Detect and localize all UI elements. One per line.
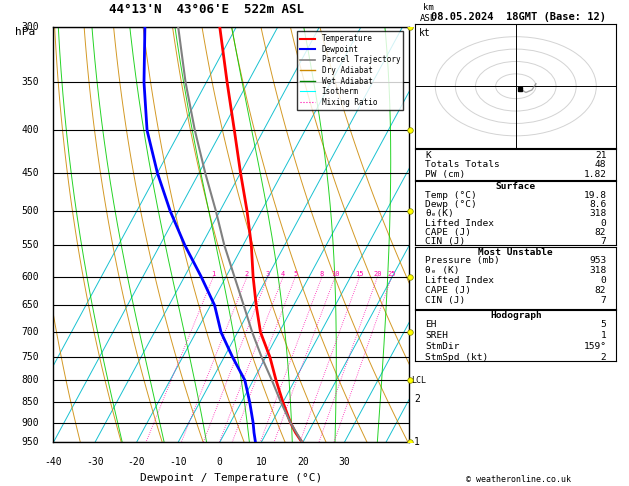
- Text: 8.6: 8.6: [589, 200, 606, 209]
- Text: CAPE (J): CAPE (J): [425, 228, 471, 237]
- Text: Lifted Index: Lifted Index: [425, 219, 494, 228]
- Text: 8: 8: [414, 143, 420, 153]
- Text: 2: 2: [245, 271, 249, 277]
- Legend: Temperature, Dewpoint, Parcel Trajectory, Dry Adiabat, Wet Adiabat, Isotherm, Mi: Temperature, Dewpoint, Parcel Trajectory…: [297, 32, 403, 110]
- Text: 7: 7: [601, 296, 606, 305]
- Text: LCL: LCL: [411, 376, 426, 385]
- Text: 82: 82: [595, 286, 606, 295]
- Text: 5: 5: [414, 267, 420, 277]
- Text: Surface: Surface: [496, 182, 536, 191]
- Text: 44°13'N  43°06'E  522m ASL: 44°13'N 43°06'E 522m ASL: [109, 3, 304, 17]
- Text: 6: 6: [414, 225, 420, 235]
- Text: Hodograph: Hodograph: [490, 311, 542, 320]
- Text: Dewpoint / Temperature (°C): Dewpoint / Temperature (°C): [140, 473, 322, 484]
- Text: -20: -20: [128, 457, 145, 467]
- Text: Lifted Index: Lifted Index: [425, 276, 494, 285]
- Text: CIN (J): CIN (J): [425, 237, 465, 246]
- Text: 4: 4: [281, 271, 286, 277]
- Text: 1.82: 1.82: [583, 170, 606, 179]
- Text: 650: 650: [21, 300, 39, 311]
- Text: 800: 800: [21, 375, 39, 385]
- Text: 20: 20: [373, 271, 382, 277]
- Text: -40: -40: [45, 457, 62, 467]
- Text: StmSpd (kt): StmSpd (kt): [425, 353, 489, 362]
- Text: K: K: [425, 151, 431, 160]
- Text: 0: 0: [601, 276, 606, 285]
- Text: 300: 300: [21, 22, 39, 32]
- Text: 500: 500: [21, 206, 39, 216]
- Text: 0: 0: [217, 457, 223, 467]
- Text: 318: 318: [589, 209, 606, 219]
- Text: 550: 550: [21, 240, 39, 250]
- Text: 82: 82: [595, 228, 606, 237]
- Text: EH: EH: [425, 320, 437, 329]
- Text: 19.8: 19.8: [583, 191, 606, 200]
- Text: 0: 0: [601, 219, 606, 228]
- Text: 21: 21: [595, 151, 606, 160]
- Text: 600: 600: [21, 272, 39, 281]
- Text: Dewp (°C): Dewp (°C): [425, 200, 477, 209]
- Text: 25: 25: [387, 271, 396, 277]
- Text: 1: 1: [601, 331, 606, 340]
- Text: hPa: hPa: [15, 27, 35, 37]
- Text: -30: -30: [86, 457, 104, 467]
- Text: θₑ(K): θₑ(K): [425, 209, 454, 219]
- Text: 15: 15: [355, 271, 364, 277]
- Text: θₑ (K): θₑ (K): [425, 266, 460, 275]
- Text: Pressure (mb): Pressure (mb): [425, 256, 500, 265]
- Text: 159°: 159°: [583, 342, 606, 351]
- Text: 8: 8: [320, 271, 324, 277]
- Text: 5: 5: [293, 271, 298, 277]
- Text: 350: 350: [21, 77, 39, 87]
- Text: 4: 4: [414, 309, 420, 319]
- Text: 1: 1: [414, 437, 420, 447]
- Text: 7: 7: [414, 184, 420, 193]
- Text: 10: 10: [255, 457, 267, 467]
- Text: 900: 900: [21, 418, 39, 428]
- Text: 950: 950: [21, 437, 39, 447]
- Text: © weatheronline.co.uk: © weatheronline.co.uk: [467, 474, 571, 484]
- Text: 48: 48: [595, 160, 606, 169]
- Text: 953: 953: [589, 256, 606, 265]
- Text: kt: kt: [419, 28, 431, 38]
- Text: 1: 1: [211, 271, 216, 277]
- Text: 7: 7: [601, 237, 606, 246]
- Text: CIN (J): CIN (J): [425, 296, 465, 305]
- Text: Temp (°C): Temp (°C): [425, 191, 477, 200]
- Text: 08.05.2024  18GMT (Base: 12): 08.05.2024 18GMT (Base: 12): [431, 12, 606, 22]
- Text: SREH: SREH: [425, 331, 448, 340]
- Text: 318: 318: [589, 266, 606, 275]
- Text: 850: 850: [21, 397, 39, 407]
- Text: 3: 3: [414, 351, 420, 362]
- Text: Most Unstable: Most Unstable: [479, 248, 553, 257]
- Text: 2: 2: [601, 353, 606, 362]
- Text: 20: 20: [297, 457, 309, 467]
- Text: Totals Totals: Totals Totals: [425, 160, 500, 169]
- Text: -10: -10: [169, 457, 187, 467]
- Text: km
ASL: km ASL: [420, 3, 437, 22]
- Text: StmDir: StmDir: [425, 342, 460, 351]
- Text: 3: 3: [265, 271, 270, 277]
- Text: CAPE (J): CAPE (J): [425, 286, 471, 295]
- Text: 10: 10: [331, 271, 339, 277]
- Text: 750: 750: [21, 352, 39, 362]
- Text: 700: 700: [21, 327, 39, 337]
- Text: 450: 450: [21, 168, 39, 178]
- Text: 5: 5: [601, 320, 606, 329]
- Text: 2: 2: [414, 394, 420, 404]
- Text: 400: 400: [21, 125, 39, 136]
- Text: PW (cm): PW (cm): [425, 170, 465, 179]
- Text: 30: 30: [338, 457, 350, 467]
